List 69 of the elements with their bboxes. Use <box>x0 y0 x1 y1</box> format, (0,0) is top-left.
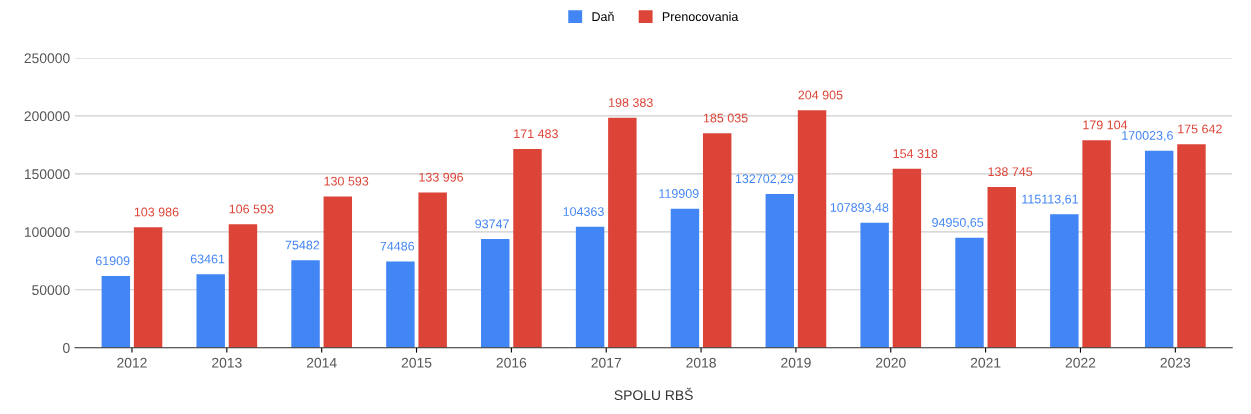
data-label: 179 104 <box>1083 120 1128 130</box>
bar <box>892 168 922 348</box>
bar <box>1082 140 1111 348</box>
data-label: 171 483 <box>514 129 558 139</box>
x-tick-label: 2016 <box>496 357 527 368</box>
data-label: 204 905 <box>798 90 843 100</box>
data-label: 175 642 <box>1178 124 1222 134</box>
data-label: 185 035 <box>703 113 748 123</box>
data-label: 154 318 <box>893 149 938 159</box>
y-tick-label: 0 <box>63 343 70 353</box>
bar <box>1177 144 1206 348</box>
y-tick-label: 200000 <box>24 111 70 122</box>
bar <box>765 193 795 348</box>
bar <box>1050 214 1079 348</box>
data-label: 170023,6 <box>1122 131 1173 142</box>
bar <box>955 237 984 348</box>
data-label: 93747 <box>475 219 509 229</box>
x-tick-label: 2019 <box>781 357 811 368</box>
bar <box>702 133 732 348</box>
x-tick-label: 2014 <box>306 357 337 368</box>
data-label: 138 745 <box>988 167 1033 177</box>
bar <box>323 196 353 348</box>
x-tick-label: 2021 <box>970 357 1001 368</box>
bar <box>670 208 700 348</box>
x-tick-label: 2015 <box>401 357 432 368</box>
bar <box>481 239 510 348</box>
x-tick-label: 2020 <box>876 357 906 368</box>
x-tick-label: 2018 <box>686 357 716 368</box>
data-label: 74486 <box>380 241 415 251</box>
legend-label: Prenocovania <box>662 11 739 22</box>
bar <box>1144 150 1174 348</box>
data-label: 94950,65 <box>932 218 984 229</box>
legend-label: Daň <box>592 11 614 22</box>
bar <box>860 222 889 348</box>
data-label: 63461 <box>190 254 225 264</box>
bar <box>386 261 415 348</box>
data-label: 198 383 <box>609 98 653 107</box>
data-label: 107893,48 <box>830 203 889 214</box>
x-tick-label: 2023 <box>1160 357 1191 368</box>
data-label: 115113,61 <box>1022 194 1078 205</box>
x-tick-label: 2022 <box>1065 357 1096 368</box>
x-tick-label: 2013 <box>212 357 242 368</box>
data-label: 106 593 <box>229 204 274 214</box>
data-label: 104363 <box>563 207 604 216</box>
bar <box>291 260 320 348</box>
data-label: 132702,29 <box>735 174 794 185</box>
x-axis-title: SPOLU RBŠ <box>614 387 693 401</box>
data-label: 133 996 <box>419 172 464 182</box>
y-tick-label: 250000 <box>24 53 70 64</box>
data-label: 75482 <box>285 240 320 250</box>
bar <box>196 274 225 348</box>
data-label: 103 986 <box>134 207 179 217</box>
data-label: 130 593 <box>324 176 369 186</box>
bar <box>133 227 163 348</box>
y-tick-label: 100000 <box>24 227 70 238</box>
bar <box>987 186 1016 348</box>
bar <box>101 276 131 348</box>
bar <box>797 110 827 348</box>
bar <box>608 117 637 348</box>
data-label: 119909 <box>659 189 699 198</box>
bar <box>418 192 447 348</box>
x-tick-label: 2017 <box>591 357 621 368</box>
bar <box>513 148 542 348</box>
y-tick-label: 150000 <box>24 169 70 180</box>
data-label: 61909 <box>95 256 130 266</box>
x-tick-label: 2012 <box>117 357 147 368</box>
bar <box>575 226 605 348</box>
bar <box>228 224 258 348</box>
y-tick-label: 50000 <box>32 285 70 295</box>
